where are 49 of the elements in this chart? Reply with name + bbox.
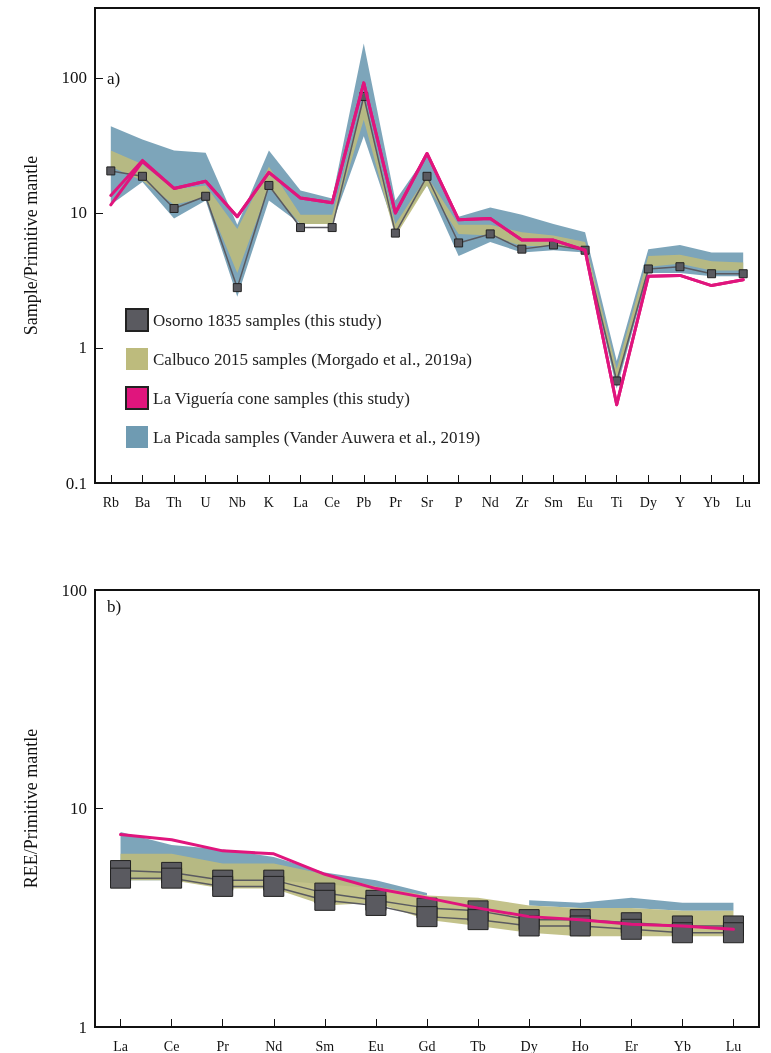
x-tick-label: Gd [418,1038,436,1053]
y-tick-label: 10 [70,203,87,223]
x-tick-label: Rb [102,494,119,510]
legend-label: Calbuco 2015 samples (Morgado et al., 2019a) [153,349,472,369]
x-tick-label: Lu [725,1038,742,1053]
x-tick-label: K [263,494,274,510]
y-tick-label: 100 [61,68,87,88]
x-tick-label: Ti [610,494,623,510]
x-tick-label: Ba [134,494,151,510]
y-axis-title: REE/Primitive mantle [21,728,41,889]
x-tick-label: Dy [520,1038,538,1053]
x-tick-label: La [293,494,309,510]
x-tick-label: Pb [356,494,372,510]
x-tick-label: P [454,494,463,510]
legend-label: La Picada samples (Vander Auwera et al., 2019) [153,427,481,447]
annotation: b) [107,597,122,616]
legend-label: La Viguería cone samples (this study) [153,388,410,408]
x-tick-label: Y [674,494,686,510]
x-tick-label: Nd [265,1038,283,1053]
x-tick-label: La [113,1038,129,1053]
x-tick-label: Ce [163,1038,180,1053]
y-tick-label: 10 [70,799,87,818]
x-tick-label: Er [624,1038,639,1053]
x-tick-label: Tb [470,1038,486,1053]
x-tick-label: Sm [544,494,563,510]
x-tick-label: U [200,494,211,510]
x-tick-label: Dy [639,494,657,510]
y-tick-label: 100 [61,580,87,600]
y-tick-label: 0.1 [65,473,87,493]
x-tick-label: Th [166,494,182,510]
x-tick-label: Yb [703,494,721,510]
x-tick-label: Eu [368,1038,384,1053]
x-tick-label: Yb [673,1038,691,1053]
x-tick-label: Lu [735,494,751,510]
x-tick-label: Ce [324,494,340,510]
x-tick-label: Ho [571,1038,589,1053]
x-tick-label: Sr [420,494,434,510]
x-tick-label: Nd [481,494,499,510]
y-tick-label: 1 [78,1017,87,1037]
y-axis-title: Sample/Primitive mantle [21,155,41,336]
y-tick-label: 1 [78,338,87,358]
legend-label: Osorno 1835 samples (this study) [153,310,382,330]
x-tick-label: Pr [389,494,402,510]
x-tick-label: Nb [228,494,246,510]
x-tick-label: Pr [216,1038,230,1053]
annotation: a) [107,69,121,88]
x-tick-label: Zr [515,494,529,510]
x-tick-label: Sm [315,1038,335,1053]
x-tick-label: Eu [577,494,593,510]
